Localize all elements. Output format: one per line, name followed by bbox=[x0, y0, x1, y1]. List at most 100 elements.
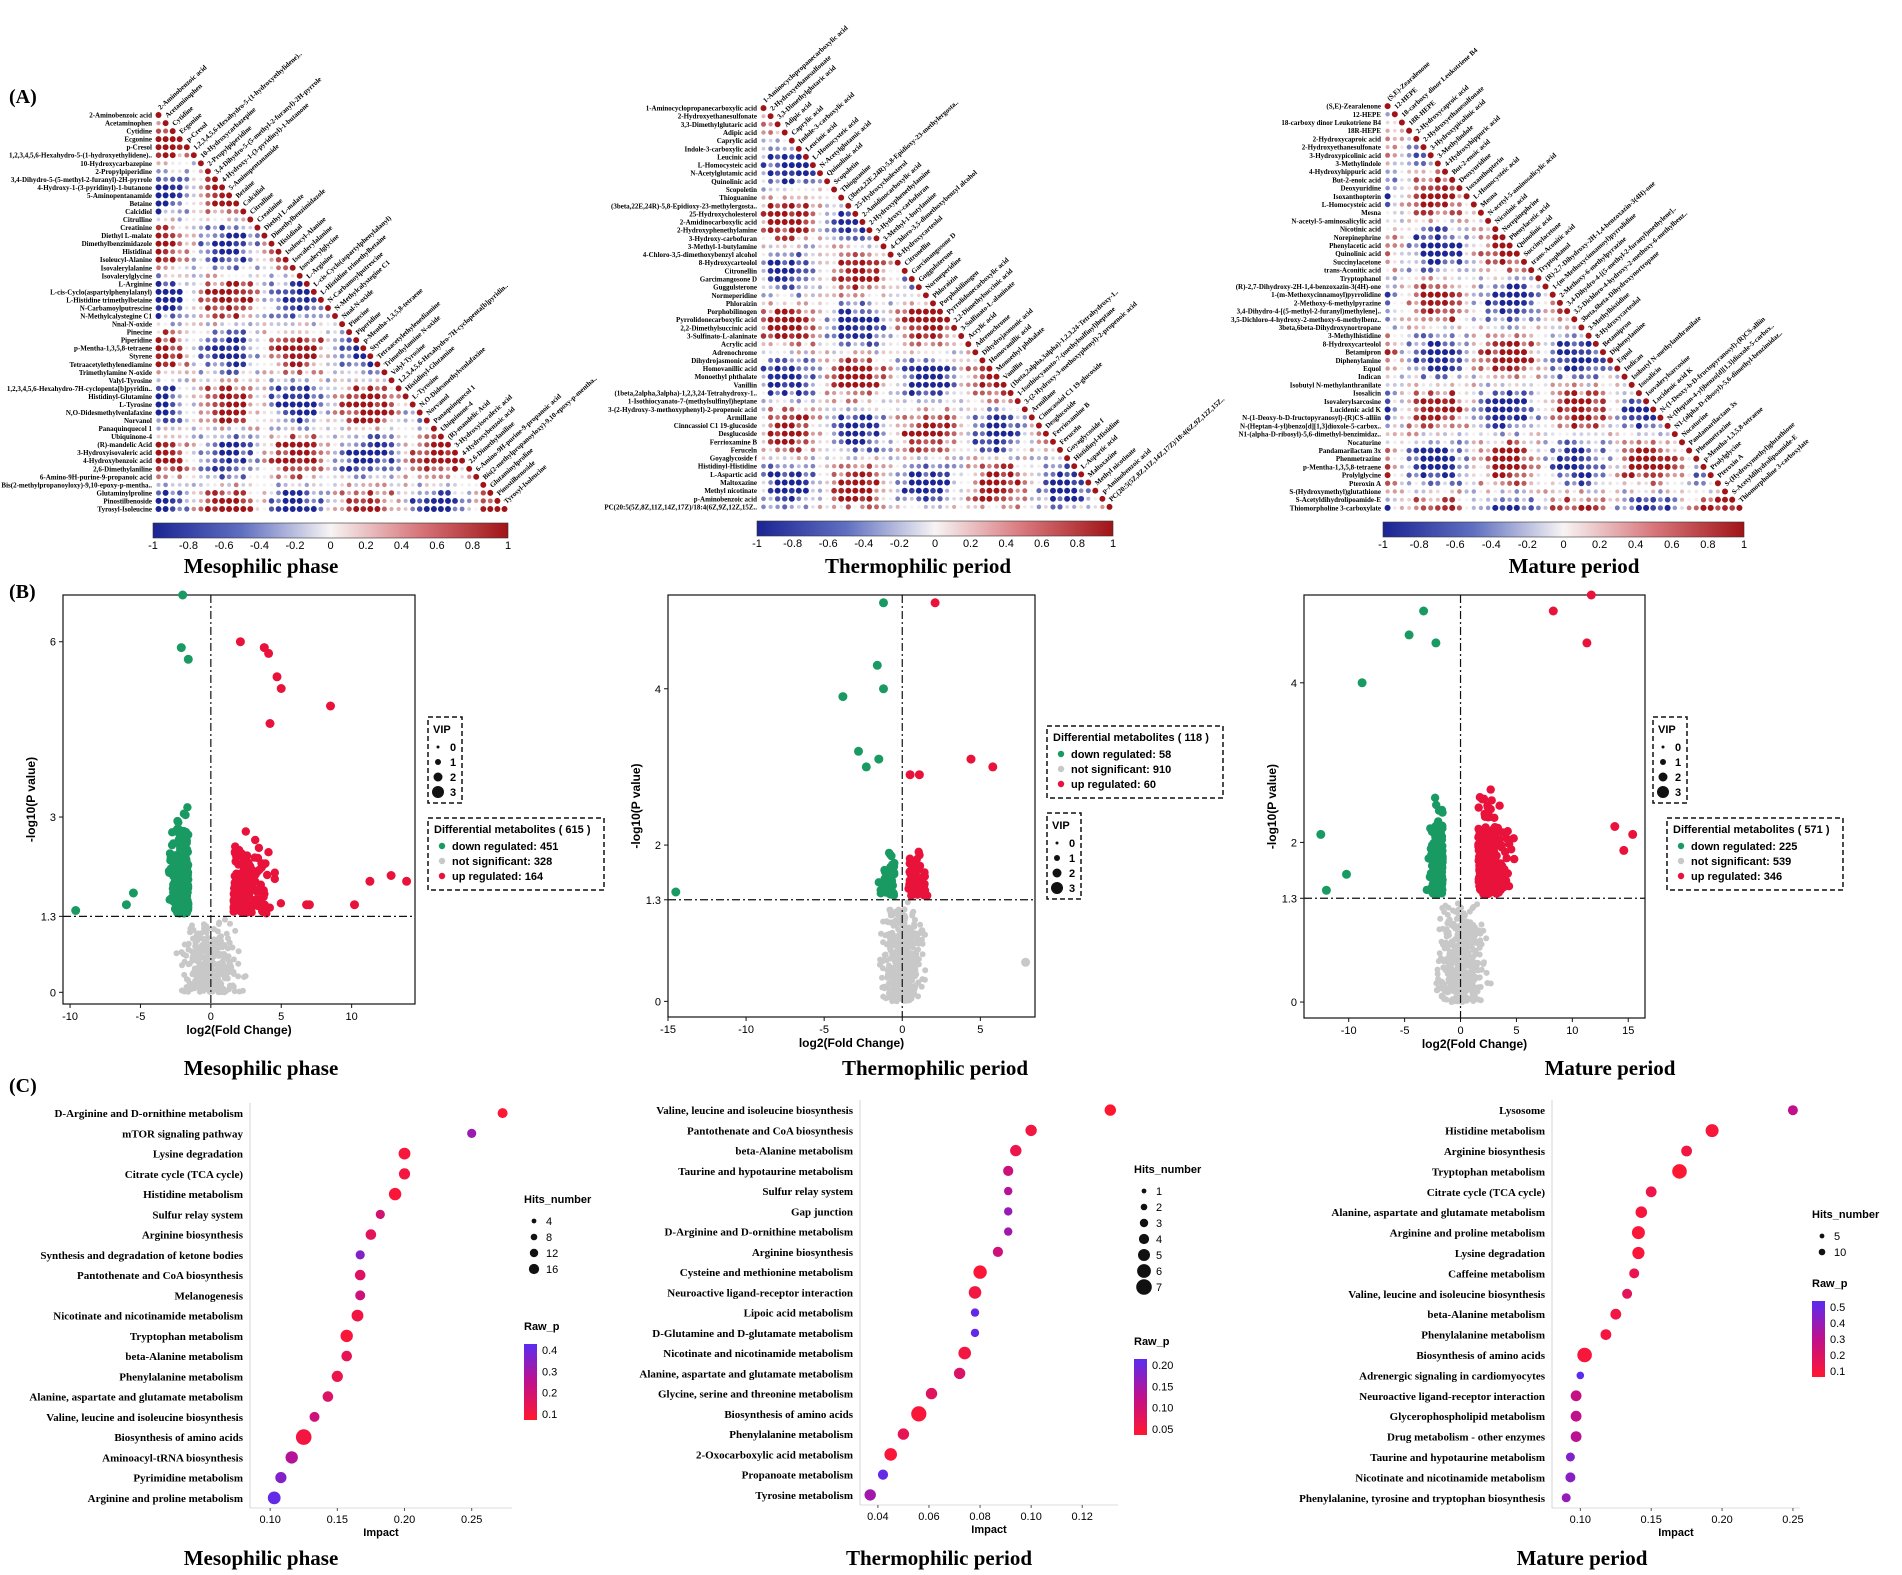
correlation-cell bbox=[1550, 489, 1555, 494]
correlation-cell bbox=[1536, 456, 1541, 461]
correlation-cell bbox=[367, 369, 373, 375]
correlation-cell bbox=[895, 374, 900, 379]
correlation-cell bbox=[1513, 414, 1520, 421]
correlation-cell bbox=[1406, 423, 1412, 429]
correlation-cell bbox=[1513, 250, 1520, 257]
correlation-cell bbox=[1522, 497, 1526, 502]
correlation-cell bbox=[915, 333, 922, 339]
correlation-cell bbox=[789, 195, 794, 200]
correlation-cell bbox=[1651, 489, 1656, 494]
correlation-cell bbox=[283, 281, 288, 286]
correlation-cell bbox=[1479, 342, 1483, 346]
correlation-cell bbox=[303, 385, 310, 392]
correlation-cell bbox=[1420, 357, 1427, 363]
correlation-cell bbox=[417, 426, 422, 431]
correlation-cell bbox=[1550, 424, 1555, 428]
correlation-cell bbox=[1529, 333, 1534, 338]
correlation-cell bbox=[354, 482, 359, 487]
correlation-cell bbox=[1521, 464, 1527, 470]
correlation-cell bbox=[205, 233, 211, 238]
correlation-cell bbox=[1564, 390, 1570, 396]
correlation-cell bbox=[1486, 276, 1490, 281]
correlation-cell bbox=[1464, 399, 1469, 404]
correlation-cell bbox=[1434, 447, 1441, 454]
correlation-cell bbox=[170, 345, 176, 351]
correlation-cell bbox=[859, 316, 866, 323]
colorbar-tick-label: -0.4 bbox=[250, 540, 269, 552]
correlation-cell bbox=[831, 431, 837, 436]
correlation-cell bbox=[881, 423, 886, 428]
correlation-cell bbox=[881, 488, 886, 493]
correlation-cell bbox=[1450, 218, 1455, 223]
correlation-cell bbox=[1492, 291, 1499, 298]
correlation-cell bbox=[979, 357, 986, 364]
correlation-cell bbox=[1514, 267, 1519, 273]
correlation-cell bbox=[205, 498, 211, 504]
correlation-cell bbox=[262, 450, 267, 455]
correlation-cell bbox=[866, 422, 873, 429]
correlation-cell bbox=[944, 365, 951, 372]
correlation-cell bbox=[1000, 487, 1007, 494]
correlation-cell bbox=[1479, 309, 1483, 313]
correlation-cell bbox=[895, 407, 900, 412]
correlation-cell bbox=[1479, 432, 1483, 436]
correlation-cell bbox=[1064, 471, 1070, 478]
correlation-cell bbox=[162, 144, 169, 151]
correlation-cell bbox=[1521, 456, 1527, 462]
correlation-cell bbox=[895, 350, 900, 355]
correlation-cell bbox=[1622, 456, 1627, 462]
correlation-cell bbox=[1007, 390, 1014, 396]
correlation-cell bbox=[1571, 349, 1578, 355]
correlation-cell bbox=[1441, 201, 1449, 208]
correlation-cell bbox=[162, 232, 169, 239]
correlation-cell bbox=[1385, 145, 1390, 150]
correlation-cell bbox=[1493, 276, 1498, 281]
correlation-cell bbox=[1442, 341, 1448, 347]
correlation-cell bbox=[296, 345, 303, 352]
correlation-cell bbox=[255, 313, 260, 319]
correlation-cell bbox=[296, 417, 303, 424]
correlation-cell bbox=[1050, 471, 1056, 477]
correlation-cell bbox=[304, 466, 310, 472]
correlation-cell bbox=[1506, 455, 1513, 462]
correlation-cell bbox=[1493, 374, 1498, 379]
correlation-cell bbox=[226, 209, 232, 214]
correlation-cell bbox=[1434, 258, 1441, 265]
correlation-cell bbox=[824, 219, 830, 225]
correlation-cell bbox=[817, 366, 823, 371]
correlation-cell bbox=[1463, 193, 1470, 200]
correlation-cell bbox=[240, 256, 247, 263]
correlation-cell bbox=[333, 386, 337, 391]
correlation-cell bbox=[782, 456, 787, 461]
correlation-cell bbox=[1492, 504, 1499, 511]
correlation-cell bbox=[1499, 234, 1506, 241]
correlation-cell bbox=[1622, 481, 1627, 486]
correlation-cell bbox=[1421, 316, 1426, 322]
volcano-point-not-significant bbox=[178, 987, 185, 994]
correlation-cell bbox=[888, 447, 893, 453]
correlation-cell bbox=[155, 490, 162, 496]
correlation-cell bbox=[241, 225, 246, 230]
correlation-cell bbox=[1650, 414, 1657, 421]
correlation-cell bbox=[304, 482, 309, 488]
correlation-cell bbox=[1385, 316, 1391, 322]
correlation-cell bbox=[1715, 505, 1721, 511]
correlation-cell bbox=[155, 506, 162, 512]
heatmap-row-label: Ubiquinone-4 bbox=[111, 433, 152, 441]
correlation-cell bbox=[873, 325, 880, 331]
correlation-cell bbox=[1443, 440, 1447, 445]
correlation-cell bbox=[917, 301, 921, 306]
correlation-cell bbox=[381, 393, 387, 399]
correlation-cell bbox=[810, 471, 816, 478]
correlation-cell bbox=[248, 273, 253, 278]
correlation-cell bbox=[1420, 144, 1427, 151]
correlation-cell bbox=[1564, 398, 1571, 405]
correlation-cell bbox=[198, 474, 203, 479]
correlation-cell bbox=[177, 450, 183, 456]
correlation-cell bbox=[289, 457, 296, 464]
correlation-cell bbox=[825, 497, 829, 501]
correlation-cell bbox=[1522, 382, 1526, 387]
correlation-cell bbox=[353, 393, 359, 399]
correlation-cell bbox=[1015, 415, 1020, 420]
correlation-cell bbox=[1393, 399, 1397, 404]
